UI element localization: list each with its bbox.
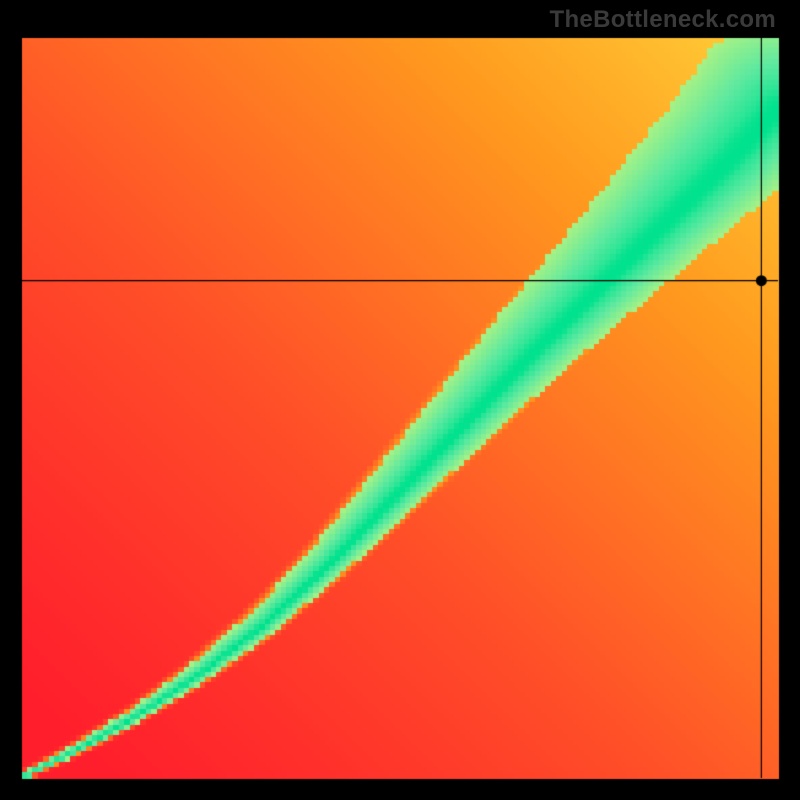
chart-container: { "watermark": { "text": "TheBottleneck.… — [0, 0, 800, 800]
bottleneck-heatmap — [0, 0, 800, 800]
watermark-text: TheBottleneck.com — [550, 6, 776, 34]
